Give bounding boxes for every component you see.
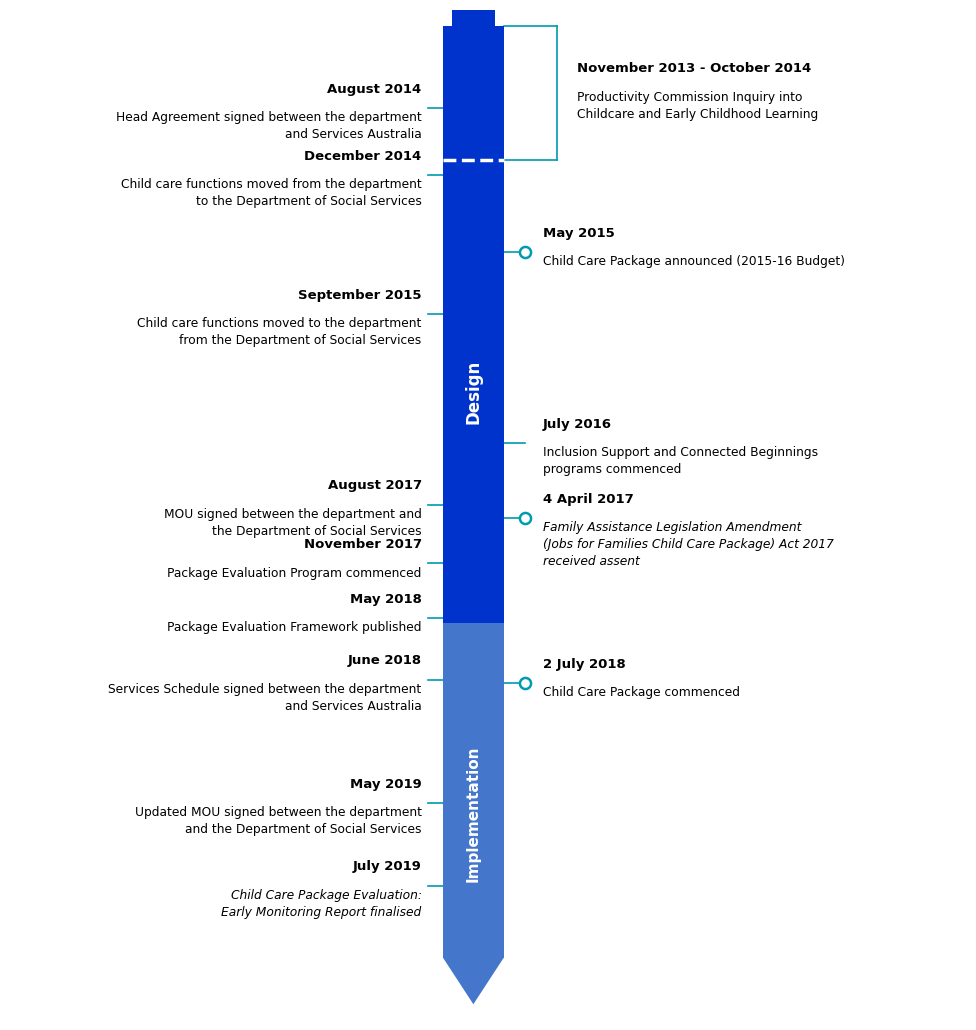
Text: 4 April 2017: 4 April 2017 [543,492,633,506]
Text: Child care functions moved to the department
from the Department of Social Servi: Child care functions moved to the depart… [138,317,422,347]
Text: August 2017: August 2017 [328,479,422,492]
Text: June 2018: June 2018 [347,654,422,667]
Text: May 2019: May 2019 [349,778,422,791]
Text: May 2018: May 2018 [349,592,422,606]
Text: August 2014: August 2014 [327,82,422,96]
Text: 2 July 2018: 2 July 2018 [543,657,626,671]
Text: Inclusion Support and Connected Beginnings
programs commenced: Inclusion Support and Connected Beginnin… [543,446,818,476]
Text: Child Care Package Evaluation:
Early Monitoring Report finalised: Child Care Package Evaluation: Early Mon… [222,889,422,919]
Text: December 2014: December 2014 [305,149,422,163]
Text: Design: Design [465,359,482,423]
Text: Package Evaluation Program commenced: Package Evaluation Program commenced [167,566,422,580]
Text: July 2016: July 2016 [543,417,612,431]
Text: July 2019: July 2019 [352,860,422,873]
Bar [452,10,495,26]
Text: MOU signed between the department and
the Department of Social Services: MOU signed between the department and th… [164,508,422,538]
Text: Family Assistance Legislation Amendment
(Jobs for Families Child Care Package) A: Family Assistance Legislation Amendment … [543,521,834,569]
Text: Head Agreement signed between the department
and Services Australia: Head Agreement signed between the depart… [116,111,422,141]
Text: Implementation: Implementation [466,746,481,882]
Text: May 2015: May 2015 [543,227,615,240]
Text: November 2013 - October 2014: November 2013 - October 2014 [577,62,811,75]
Text: November 2017: November 2017 [304,538,422,551]
Bar [443,623,504,958]
Text: Child care functions moved from the department
to the Department of Social Servi: Child care functions moved from the depa… [121,178,422,208]
Text: Services Schedule signed between the department
and Services Australia: Services Schedule signed between the dep… [108,683,422,713]
Text: Productivity Commission Inquiry into
Childcare and Early Childhood Learning: Productivity Commission Inquiry into Chi… [577,91,818,121]
Polygon shape [443,958,504,1004]
Text: Child Care Package announced (2015-16 Budget): Child Care Package announced (2015-16 Bu… [543,255,844,269]
Bar [443,26,504,623]
Text: Child Care Package commenced: Child Care Package commenced [543,686,740,699]
Text: Updated MOU signed between the department
and the Department of Social Services: Updated MOU signed between the departmen… [135,806,422,836]
Text: September 2015: September 2015 [298,288,422,302]
Text: Package Evaluation Framework published: Package Evaluation Framework published [167,621,422,634]
